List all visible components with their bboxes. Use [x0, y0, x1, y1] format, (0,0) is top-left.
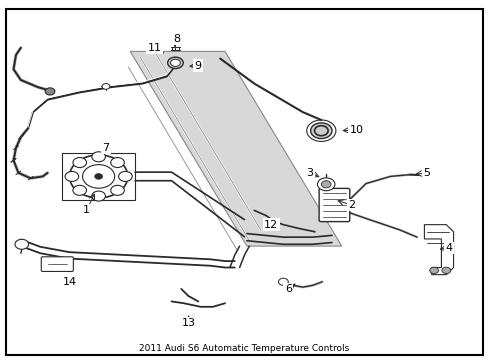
Text: 4: 4: [444, 243, 451, 253]
Circle shape: [170, 59, 180, 66]
Text: 8: 8: [173, 34, 180, 44]
Circle shape: [69, 155, 127, 198]
Circle shape: [310, 123, 331, 139]
Circle shape: [92, 152, 105, 162]
Text: 1: 1: [83, 205, 90, 215]
Circle shape: [110, 158, 124, 167]
Circle shape: [65, 171, 79, 181]
Circle shape: [15, 239, 29, 249]
Circle shape: [278, 278, 287, 285]
Circle shape: [95, 174, 102, 179]
Circle shape: [167, 57, 183, 68]
Circle shape: [441, 267, 450, 274]
Circle shape: [118, 171, 132, 181]
FancyBboxPatch shape: [41, 257, 73, 271]
Polygon shape: [130, 51, 341, 246]
Circle shape: [45, 88, 55, 95]
Circle shape: [429, 267, 438, 274]
Text: 11: 11: [147, 43, 161, 53]
Circle shape: [102, 84, 110, 89]
Text: 10: 10: [348, 125, 363, 135]
Text: 3: 3: [306, 168, 313, 178]
Circle shape: [110, 185, 124, 195]
Text: 5: 5: [423, 168, 429, 178]
Text: 7: 7: [102, 143, 109, 153]
Circle shape: [73, 158, 86, 167]
Text: 9: 9: [194, 61, 202, 71]
FancyBboxPatch shape: [319, 188, 349, 222]
Circle shape: [73, 185, 86, 195]
Text: 13: 13: [181, 318, 195, 328]
Text: 2: 2: [347, 200, 354, 210]
Circle shape: [82, 165, 115, 188]
Text: 12: 12: [264, 220, 278, 230]
Text: 6: 6: [284, 284, 291, 294]
Circle shape: [92, 191, 105, 201]
Circle shape: [317, 178, 334, 191]
Polygon shape: [424, 225, 453, 275]
Circle shape: [321, 181, 330, 188]
Text: 14: 14: [62, 277, 76, 287]
Text: 2011 Audi S6 Automatic Temperature Controls: 2011 Audi S6 Automatic Temperature Contr…: [139, 344, 349, 353]
